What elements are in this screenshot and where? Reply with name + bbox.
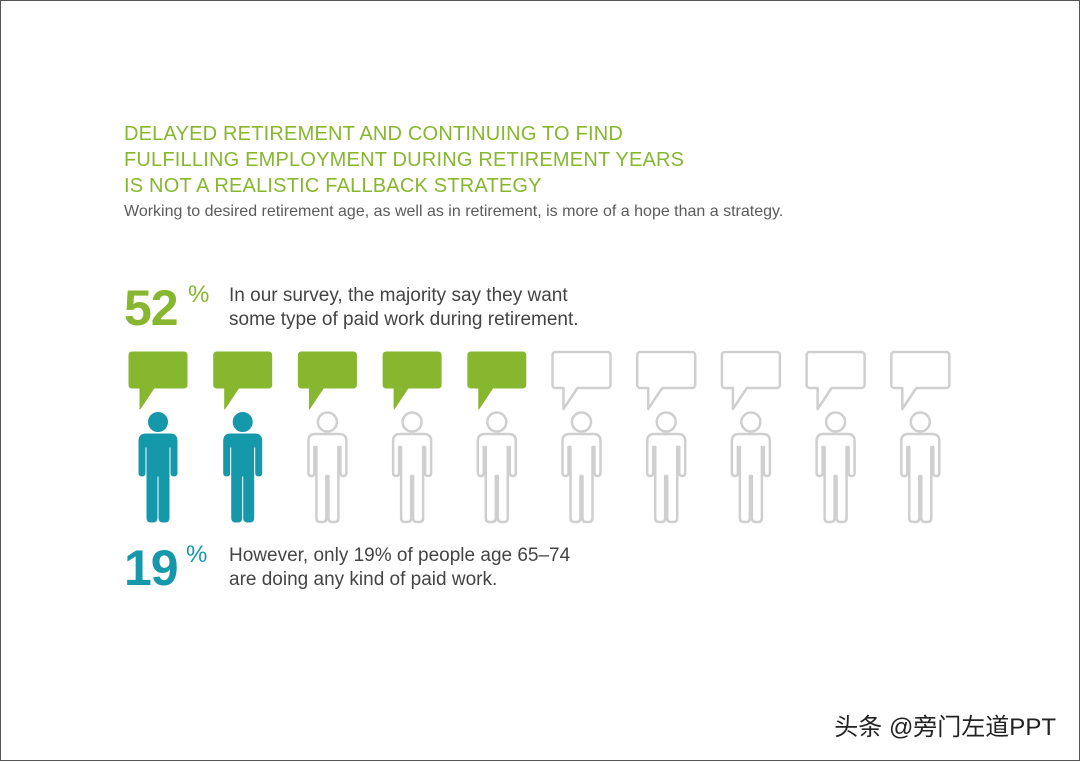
title-line-3: IS NOT A REALISTIC FALLBACK STRATEGY [124, 175, 542, 197]
pictograph-column [805, 350, 866, 524]
person-icon [476, 411, 518, 524]
pictograph-column [635, 350, 697, 524]
stat-description-line-2: are doing any kind of paid work. [229, 569, 498, 590]
pictograph-column [551, 350, 612, 524]
title-line-1: DELAYED RETIREMENT AND CONTINUING TO FIN… [124, 123, 624, 145]
pictograph-column [720, 350, 782, 524]
person-icon [223, 412, 263, 523]
pictograph-column [297, 351, 357, 524]
stat-number: 19 [124, 540, 179, 596]
pictograph-column [890, 350, 951, 524]
stat-description: However, only 19% of people age 65–74 ar… [229, 544, 570, 592]
stat-percent-sign: % [186, 541, 208, 568]
person-icon [307, 411, 348, 524]
person-icon [900, 411, 941, 524]
speech-bubble-icon [551, 350, 612, 411]
page-title: DELAYED RETIREMENT AND CONTINUING TO FIN… [124, 121, 684, 199]
person-icon [645, 411, 687, 524]
speech-bubble-icon [213, 351, 273, 410]
speech-bubble-icon [720, 350, 782, 411]
stat-percent-sign: % [188, 281, 210, 308]
stat-description: In our survey, the majority say they wan… [229, 284, 579, 332]
speech-bubble-icon [890, 350, 951, 411]
pictograph-column [382, 351, 442, 524]
speech-bubble-icon [128, 351, 188, 410]
stat-description-line-1: In our survey, the majority say they wan… [229, 285, 568, 306]
pictograph-column [213, 351, 273, 523]
title-line-2: FULFILLING EMPLOYMENT DURING RETIREMENT … [124, 149, 685, 171]
stat-description-line-2: some type of paid work during retirement… [229, 309, 579, 330]
stat-number: 52 [124, 280, 179, 336]
person-icon [138, 412, 178, 523]
pictograph-column [128, 351, 188, 523]
speech-bubble-icon [297, 351, 357, 410]
pictograph [128, 350, 951, 524]
speech-bubble-icon [805, 350, 866, 411]
person-icon [391, 411, 433, 524]
page-subtitle: Working to desired retirement age, as we… [124, 203, 784, 220]
pictograph-column [467, 351, 527, 524]
person-icon [730, 411, 772, 524]
watermark: 头条 @旁门左道PPT [834, 714, 1056, 741]
person-icon [561, 411, 602, 524]
speech-bubble-icon [635, 350, 697, 411]
speech-bubble-icon [382, 351, 442, 410]
person-icon [815, 411, 856, 524]
speech-bubble-icon [467, 351, 527, 410]
stat-description-line-1: However, only 19% of people age 65–74 [229, 545, 571, 566]
